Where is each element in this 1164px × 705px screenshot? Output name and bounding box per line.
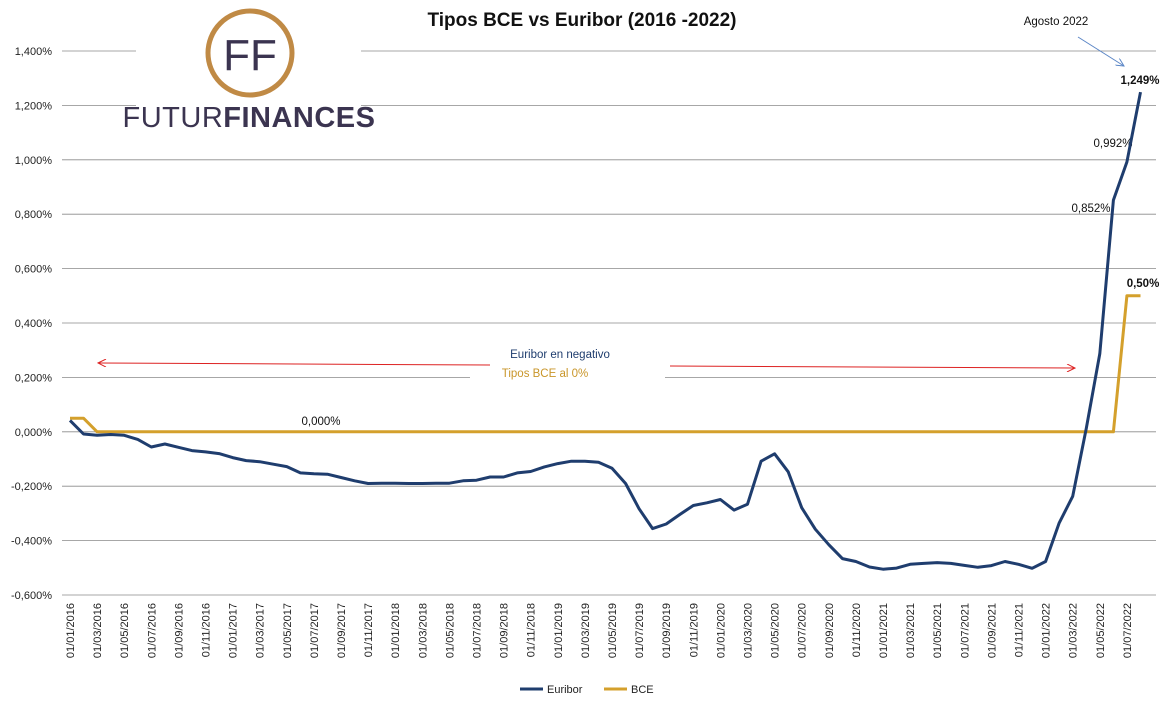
x-tick-label: 01/09/2017	[336, 603, 348, 658]
label-050: 0,50%	[1127, 278, 1160, 290]
x-tick-label: 01/05/2017	[282, 603, 294, 658]
x-tick-label: 01/07/2021	[959, 603, 971, 658]
legend-euribor-label: Euribor	[547, 684, 583, 696]
x-tick-label: 01/03/2020	[743, 603, 755, 658]
x-tick-label: 01/01/2019	[553, 603, 565, 658]
series	[68, 91, 1142, 571]
x-tick-label: 01/07/2022	[1122, 603, 1134, 658]
x-tick-label: 01/09/2016	[173, 603, 185, 658]
x-tick-label: 01/11/2016	[201, 603, 213, 657]
y-tick-label: 0,800%	[15, 209, 53, 221]
x-axis: 01/01/2016 01/03/2016 01/05/2016 01/07/2016…	[65, 603, 1134, 658]
x-tick-label: 01/07/2016	[146, 603, 158, 658]
x-tick-label: 01/03/2018	[417, 603, 429, 658]
x-tick-label: 01/11/2021	[1014, 603, 1026, 657]
label-0000: 0,000%	[301, 416, 340, 428]
legend-bce-label: BCE	[631, 684, 654, 696]
x-tick-label: 01/01/2020	[715, 603, 727, 658]
x-tick-label: 01/07/2018	[472, 603, 484, 658]
agosto-arrow-icon	[1077, 36, 1124, 66]
y-tick-label: -0,200%	[11, 481, 52, 493]
x-tick-label: 01/11/2019	[688, 603, 700, 657]
x-tick-label: 01/09/2020	[824, 603, 836, 658]
left-arrow-icon	[98, 363, 491, 365]
x-tick-label: 01/07/2017	[309, 603, 321, 658]
x-tick-label: 01/09/2021	[986, 603, 998, 658]
x-tick-label: 01/05/2018	[444, 603, 456, 658]
legend: Euribor BCE	[520, 684, 654, 696]
x-tick-label: 01/01/2017	[228, 603, 240, 658]
label-euribor-negativo: Euribor en negativo	[510, 349, 610, 361]
x-tick-label: 01/05/2022	[1095, 603, 1107, 658]
x-tick-label: 01/07/2019	[634, 603, 646, 658]
label-0852: 0,852%	[1071, 203, 1110, 215]
x-tick-label: 01/05/2019	[607, 603, 619, 658]
x-tick-label: 01/01/2018	[390, 603, 402, 658]
annotation-agosto-2022: Agosto 2022	[1024, 16, 1089, 28]
x-tick-label: 01/11/2017	[363, 603, 375, 657]
y-tick-label: 0,600%	[15, 264, 53, 276]
logo-monogram: FF	[223, 31, 277, 80]
x-tick-label: 01/03/2021	[905, 603, 917, 658]
label-tipos-bce-0: Tipos BCE al 0%	[502, 368, 589, 380]
y-tick-label: 1,000%	[15, 155, 53, 167]
y-tick-label: -0,400%	[11, 536, 52, 548]
label-1249: 1,249%	[1120, 75, 1159, 87]
x-tick-label: 01/05/2021	[932, 603, 944, 658]
right-arrow-icon	[669, 366, 1075, 368]
x-tick-label: 01/09/2019	[661, 603, 673, 658]
y-tick-label: 1,400%	[15, 46, 53, 58]
x-tick-label: 01/01/2022	[1041, 603, 1053, 658]
label-0992: 0,992%	[1093, 138, 1132, 150]
x-tick-label: 01/09/2018	[499, 603, 511, 658]
y-tick-label: 1,200%	[15, 100, 53, 112]
y-axis: -0,600% -0,400% -0,200% 0,000% 0,200% 0,400% 0…	[11, 46, 52, 602]
series-line-bce	[70, 294, 1141, 434]
x-tick-label: 01/03/2019	[580, 603, 592, 658]
logo-ring-icon	[205, 8, 295, 98]
chart-title: Tipos BCE vs Euribor (2016 -2022)	[427, 10, 736, 31]
x-tick-label: 01/11/2020	[851, 603, 863, 657]
x-tick-label: 01/01/2021	[878, 603, 890, 658]
y-tick-label: 0,200%	[15, 372, 53, 384]
x-tick-label: 01/05/2016	[119, 603, 131, 658]
x-tick-label: 01/01/2016	[65, 603, 77, 658]
series-line-euribor	[68, 91, 1142, 571]
logo-text: FUTURFINANCES	[123, 102, 376, 134]
x-tick-label: 01/03/2016	[92, 603, 104, 658]
futurfinances-logo: FF FUTURFINANCES	[123, 0, 376, 138]
x-tick-label: 01/11/2018	[526, 603, 538, 657]
x-tick-label: 01/03/2017	[255, 603, 267, 658]
x-tick-label: 01/05/2020	[770, 603, 782, 658]
y-tick-label: 0,000%	[15, 427, 53, 439]
y-tick-label: 0,400%	[15, 318, 53, 330]
x-tick-label: 01/07/2020	[797, 603, 809, 658]
y-tick-label: -0,600%	[11, 590, 52, 602]
x-tick-label: 01/03/2022	[1068, 603, 1080, 658]
